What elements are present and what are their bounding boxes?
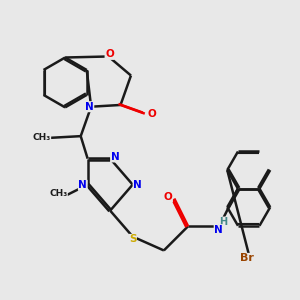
Text: O: O xyxy=(147,109,156,118)
Text: N: N xyxy=(133,180,142,190)
Text: H: H xyxy=(219,217,227,227)
Text: N: N xyxy=(111,152,119,162)
Text: S: S xyxy=(129,234,136,244)
Text: O: O xyxy=(105,50,114,59)
Text: N: N xyxy=(85,102,94,112)
Text: O: O xyxy=(164,192,172,202)
Text: Br: Br xyxy=(240,254,254,263)
Text: N: N xyxy=(78,180,87,190)
Text: CH₃: CH₃ xyxy=(32,134,51,142)
Text: CH₃: CH₃ xyxy=(49,189,67,198)
Text: N: N xyxy=(214,225,223,235)
